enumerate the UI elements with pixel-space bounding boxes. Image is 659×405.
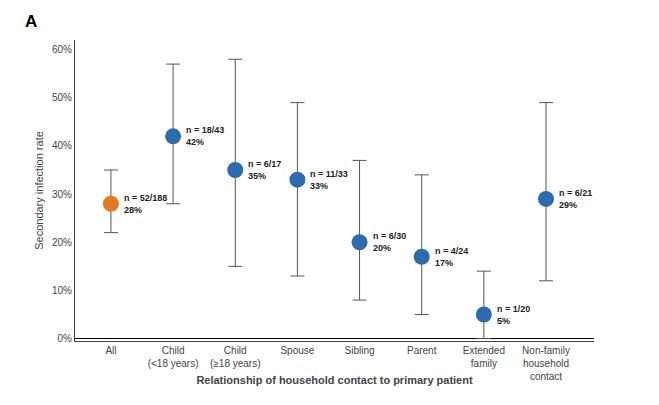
svg-text:40%: 40%	[52, 140, 72, 151]
svg-text:n = 18/4342%: n = 18/4342%	[186, 125, 224, 147]
svg-text:Child(<18 years): Child(<18 years)	[148, 345, 199, 369]
svg-text:Child(≥18 years): Child(≥18 years)	[210, 345, 261, 369]
svg-text:Extendedfamily: Extendedfamily	[463, 345, 505, 369]
svg-text:Secondary infection rate: Secondary infection rate	[33, 131, 45, 250]
svg-text:n = 6/3020%: n = 6/3020%	[373, 231, 406, 253]
svg-text:Relationship of household cont: Relationship of household contact to pri…	[196, 374, 473, 386]
svg-text:30%: 30%	[52, 189, 72, 200]
svg-text:60%: 60%	[52, 44, 72, 55]
svg-text:n = 6/1735%: n = 6/1735%	[248, 159, 281, 181]
svg-text:A: A	[25, 12, 37, 31]
svg-text:20%: 20%	[52, 237, 72, 248]
svg-text:n = 52/18828%: n = 52/18828%	[124, 193, 167, 215]
svg-text:0%: 0%	[58, 333, 73, 344]
svg-text:10%: 10%	[52, 285, 72, 296]
svg-text:n = 1/205%: n = 1/205%	[497, 304, 530, 326]
svg-text:n = 11/3333%: n = 11/3333%	[310, 169, 348, 191]
svg-text:All: All	[105, 345, 116, 356]
svg-text:Sibling: Sibling	[345, 345, 375, 356]
svg-text:n = 4/2417%: n = 4/2417%	[435, 246, 468, 268]
svg-text:Parent: Parent	[407, 345, 437, 356]
svg-text:Spouse: Spouse	[280, 345, 314, 356]
svg-text:50%: 50%	[52, 92, 72, 103]
svg-text:n = 6/2129%: n = 6/2129%	[559, 188, 592, 210]
svg-text:Non-familyhouseholdcontact: Non-familyhouseholdcontact	[522, 345, 570, 382]
